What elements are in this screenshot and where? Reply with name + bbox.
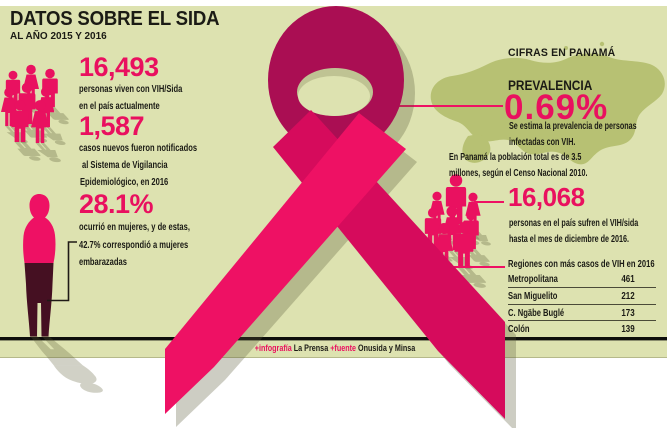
region-cases: 173 (621, 307, 635, 319)
table-row: San Miguelito 212 (508, 288, 656, 305)
credit-marker: + (254, 343, 259, 353)
credit-fuente-value: Onusida y Minsa (356, 343, 416, 353)
page-title: DATOS SOBRE EL SIDA (10, 8, 220, 30)
pregnant-pct: 42.7% (79, 239, 101, 251)
stat-women-line3: embarazadas (79, 256, 127, 268)
stat-women-value: 28.1% (79, 189, 154, 219)
pregnant-rest: correspondió a mujeres (100, 239, 189, 251)
table-row: C. Ngäbe Buglé 173 (508, 305, 656, 322)
stat-new-cases-line3: Epidemiológico, en 2016 (80, 176, 169, 188)
panama-map-icon (430, 41, 665, 165)
cases-line1: personas en el país sufren el VIH/sida (509, 218, 639, 229)
region-name: San Miguelito (508, 290, 558, 302)
credit-fuente-label: fuente (334, 343, 357, 353)
bracket-line (47, 241, 77, 302)
stat-new-cases-value: 1,587 (79, 111, 145, 141)
stat-women-line2: 42.7% correspondió a mujeres (79, 240, 188, 251)
regions-table: Regiones con más casos de VIH en 2016 Me… (508, 259, 656, 337)
right-panel-kicker: CIFRAS EN PANAMÁ (508, 47, 616, 59)
page-subtitle: AL AÑO 2015 Y 2016 (10, 30, 107, 42)
region-name: Metropolitana (508, 274, 558, 285)
cases-line2: hasta el mes de diciembre de 2016. (509, 234, 630, 245)
awareness-ribbon-icon (165, 6, 516, 428)
stat-new-cases-line1: casos nuevos fueron notificados (79, 142, 198, 154)
credit-marker: + (330, 343, 335, 353)
baseline-rule (0, 337, 667, 341)
region-cases: 212 (621, 290, 635, 302)
people-group-icon (1, 64, 74, 163)
cases-value: 16,068 (508, 182, 585, 212)
table-row: Colón 139 (508, 321, 656, 337)
prevalence-line1: Se estima la prevalencia de personas (509, 121, 637, 132)
woman-silhouette-icon (23, 194, 103, 393)
region-cases: 139 (621, 324, 635, 336)
prevalence-value: 0.69% (504, 88, 609, 127)
prevalence-label: PREVALENCIA (508, 78, 593, 93)
stat-people-living-value: 16,493 (79, 52, 159, 82)
prevalence-line2: infectadas con VIH. (509, 137, 576, 148)
prevalence-line3: En Panamá la población total es de 3.5 (449, 152, 582, 163)
region-name: C. Ngäbe Buglé (508, 307, 565, 319)
ribbon-strap-left (165, 113, 406, 414)
stat-people-living-line2: en el país actualmente (79, 100, 160, 112)
region-name: Colón (508, 324, 530, 336)
stat-women-line1: ocurrió en mujeres, y de estas, (79, 221, 190, 233)
credits: +infografía La Prensa +fuente Onusida y … (255, 343, 416, 353)
regions-table-title: Regiones con más casos de VIH en 2016 (508, 259, 655, 270)
credit-infografia-label: infografía (258, 343, 292, 353)
region-cases: 461 (621, 274, 635, 285)
ribbon-loop-hole (298, 76, 370, 116)
stat-people-living-line1: personas viven con VIH/Sida (79, 83, 183, 95)
prevalence-line4: millones, según el Censo Nacional 2010. (449, 168, 588, 179)
table-row: Metropolitana 461 (508, 271, 656, 288)
stat-new-cases-line2: al Sistema de Vigilancia (82, 159, 168, 171)
credit-infografia-value: La Prensa (291, 343, 329, 353)
woman-shadow (29, 335, 103, 393)
